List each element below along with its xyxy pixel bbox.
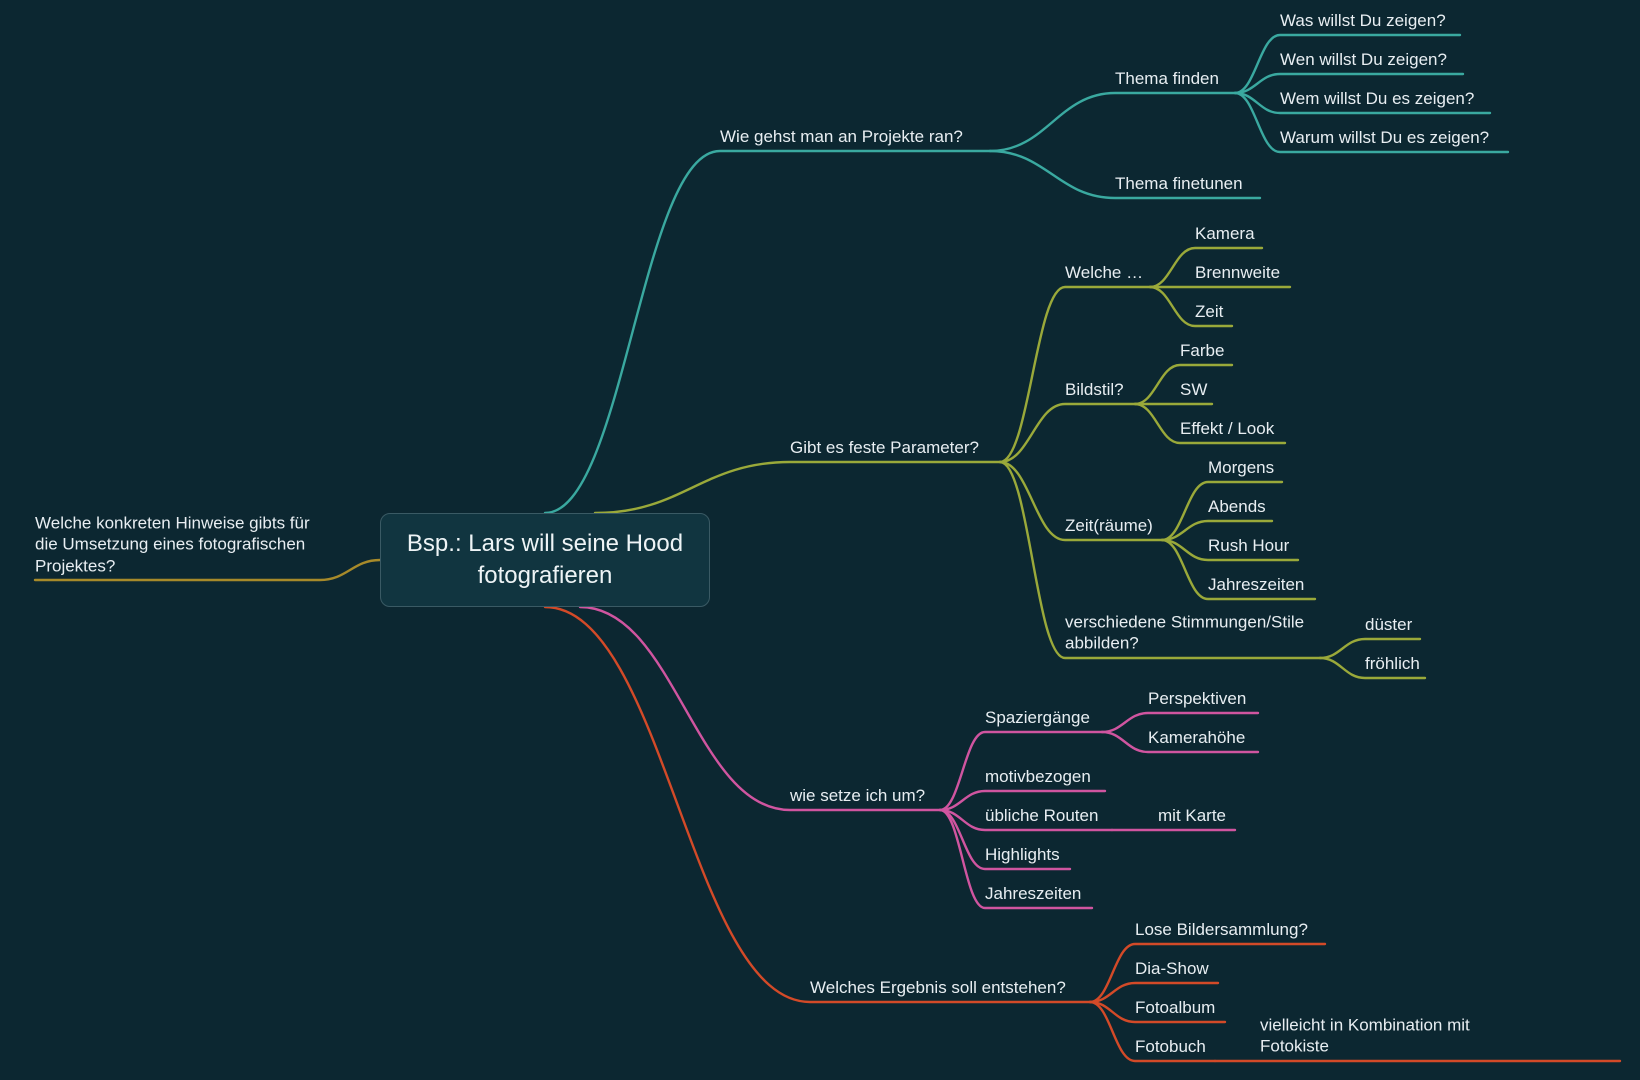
node-label[interactable]: Was willst Du zeigen? <box>1280 10 1446 35</box>
edge <box>990 93 1235 151</box>
node-label[interactable]: Brennweite <box>1195 262 1280 287</box>
node-label[interactable]: Wem willst Du es zeigen? <box>1280 88 1474 113</box>
root-node-label: Bsp.: Lars will seine Hood fotografieren <box>397 528 693 593</box>
node-label[interactable]: wie setze ich um? <box>790 785 925 810</box>
node-label[interactable]: vielleicht in Kombination mit Fotokiste <box>1260 1015 1500 1062</box>
node-label[interactable]: fröhlich <box>1365 653 1420 678</box>
node-label[interactable]: Thema finden <box>1115 68 1219 93</box>
node-label[interactable]: Warum willst Du es zeigen? <box>1280 127 1489 152</box>
node-label[interactable]: Abends <box>1208 496 1266 521</box>
node-label[interactable]: düster <box>1365 614 1412 639</box>
node-label[interactable]: Bildstil? <box>1065 379 1124 404</box>
node-label[interactable]: Rush Hour <box>1208 535 1289 560</box>
edge <box>1000 287 1150 462</box>
node-label[interactable]: Welche konkreten Hinweise gibts für die … <box>35 512 325 580</box>
node-label[interactable]: Jahreszeiten <box>1208 574 1304 599</box>
node-label[interactable]: Highlights <box>985 844 1060 869</box>
node-label[interactable]: motivbezogen <box>985 766 1091 791</box>
root-node[interactable]: Bsp.: Lars will seine Hood fotografieren <box>380 513 710 607</box>
node-label[interactable]: Gibt es feste Parameter? <box>790 437 979 462</box>
node-label[interactable]: Dia-Show <box>1135 958 1209 983</box>
node-label[interactable]: SW <box>1180 379 1207 404</box>
edge <box>580 607 940 810</box>
node-label[interactable]: Wie gehst man an Projekte ran? <box>720 126 963 151</box>
node-label[interactable]: Jahreszeiten <box>985 883 1081 908</box>
node-label[interactable]: Spaziergänge <box>985 707 1090 732</box>
node-label[interactable]: Fotoalbum <box>1135 997 1215 1022</box>
edge <box>595 462 1000 513</box>
node-label[interactable]: mit Karte <box>1158 805 1226 830</box>
edge <box>1000 404 1135 462</box>
node-label[interactable]: Welches Ergebnis soll entstehen? <box>810 977 1066 1002</box>
node-label[interactable]: Fotobuch <box>1135 1036 1206 1061</box>
node-label[interactable]: Effekt / Look <box>1180 418 1274 443</box>
node-label[interactable]: Kamera <box>1195 223 1255 248</box>
node-label[interactable]: Perspektiven <box>1148 688 1246 713</box>
node-label[interactable]: Lose Bildersammlung? <box>1135 919 1308 944</box>
node-label[interactable]: Zeit(räume) <box>1065 515 1153 540</box>
node-label[interactable]: Wen willst Du zeigen? <box>1280 49 1447 74</box>
node-label[interactable]: übliche Routen <box>985 805 1098 830</box>
mindmap-canvas: Bsp.: Lars will seine Hood fotografieren… <box>0 0 1640 1080</box>
node-label[interactable]: verschiedene Stimmungen/Stile abbilden? <box>1065 612 1325 659</box>
node-label[interactable]: Zeit <box>1195 301 1223 326</box>
node-label[interactable]: Welche … <box>1065 262 1143 287</box>
node-label[interactable]: Kamerahöhe <box>1148 727 1245 752</box>
node-label[interactable]: Morgens <box>1208 457 1274 482</box>
node-label[interactable]: Thema finetunen <box>1115 173 1243 198</box>
node-label[interactable]: Farbe <box>1180 340 1224 365</box>
